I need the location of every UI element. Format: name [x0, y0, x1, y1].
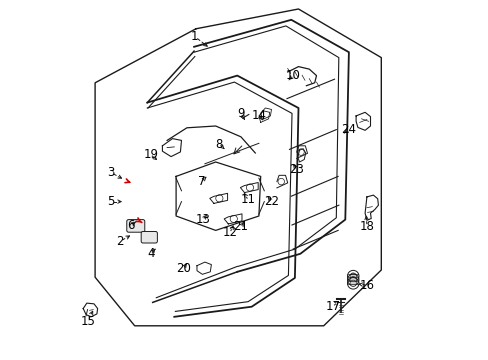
Text: 20: 20 — [176, 262, 190, 275]
FancyBboxPatch shape — [141, 231, 157, 243]
Text: 4: 4 — [147, 247, 154, 260]
Text: 9: 9 — [237, 107, 244, 120]
Text: 8: 8 — [215, 138, 223, 150]
Text: 14: 14 — [251, 109, 266, 122]
Text: 21: 21 — [233, 220, 248, 233]
Text: 22: 22 — [264, 195, 279, 208]
Text: 3: 3 — [107, 166, 115, 179]
Text: 16: 16 — [359, 279, 374, 292]
Text: 12: 12 — [222, 226, 237, 239]
Text: 5: 5 — [107, 195, 115, 208]
Text: 18: 18 — [359, 220, 374, 233]
Text: 24: 24 — [341, 123, 356, 136]
Text: 1: 1 — [190, 30, 198, 42]
Text: 13: 13 — [195, 213, 210, 226]
Text: 10: 10 — [285, 69, 300, 82]
Text: 7: 7 — [197, 175, 204, 188]
FancyBboxPatch shape — [126, 220, 144, 232]
Circle shape — [349, 276, 356, 283]
Circle shape — [349, 273, 356, 279]
Text: 2: 2 — [116, 235, 124, 248]
Text: 17: 17 — [325, 300, 340, 313]
Text: 23: 23 — [289, 163, 304, 176]
Circle shape — [349, 280, 356, 287]
Text: 11: 11 — [240, 193, 255, 206]
Text: 19: 19 — [143, 148, 158, 161]
Text: 15: 15 — [81, 315, 95, 328]
Text: 6: 6 — [127, 219, 135, 231]
